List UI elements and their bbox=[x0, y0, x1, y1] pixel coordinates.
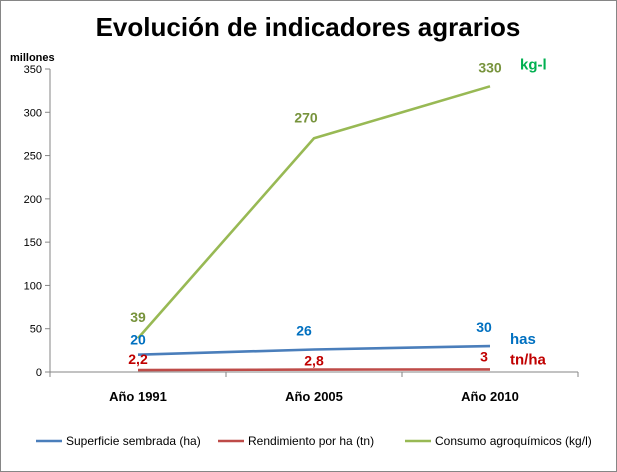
data-label: 2,2 bbox=[128, 351, 148, 367]
y-tick-label: 150 bbox=[24, 237, 42, 249]
series-end-tag: has bbox=[510, 331, 536, 348]
x-category-label: Año 2005 bbox=[285, 389, 343, 404]
y-unit-label: millones bbox=[10, 52, 55, 64]
x-category-label: Año 1991 bbox=[109, 389, 167, 404]
y-tick-label: 350 bbox=[24, 64, 42, 76]
data-label: 270 bbox=[294, 109, 318, 125]
y-tick-label: 200 bbox=[24, 194, 42, 206]
data-label: 30 bbox=[476, 319, 492, 335]
series-line bbox=[137, 344, 491, 356]
data-label: 330 bbox=[478, 59, 502, 75]
y-tick-label: 300 bbox=[24, 107, 42, 119]
x-category-label: Año 2010 bbox=[461, 389, 519, 404]
series-end-tag: kg-l bbox=[520, 56, 547, 73]
legend: Superficie sembrada (ha) Rendimiento por … bbox=[36, 434, 592, 448]
y-tick-label: 50 bbox=[30, 324, 42, 336]
series-layer bbox=[137, 85, 491, 372]
y-tick-label: 0 bbox=[36, 367, 42, 379]
y-tick-label: 100 bbox=[24, 280, 42, 292]
axes: 0 50 100 150 200 250 300 350 Año 1991 Año 2005 Año… bbox=[24, 64, 579, 404]
legend-entry: Consumo agroquímicos (kg/l) bbox=[435, 434, 592, 448]
data-label: 3 bbox=[480, 348, 488, 364]
series-end-tag: tn/ha bbox=[510, 351, 546, 368]
series-line bbox=[137, 368, 491, 372]
data-label: 39 bbox=[130, 309, 146, 325]
data-labels: 20 26 30 has 2,2 2,8 3 tn/ha 39 270 330 kg-l bbox=[128, 56, 546, 368]
legend-entry: Rendimiento por ha (tn) bbox=[248, 434, 374, 448]
data-label: 26 bbox=[296, 322, 312, 338]
legend-entry: Superficie sembrada (ha) bbox=[66, 434, 201, 448]
chart-title: Evolución de indicadores agrarios bbox=[96, 12, 521, 42]
data-label: 20 bbox=[130, 332, 146, 348]
data-label: 2,8 bbox=[304, 353, 324, 369]
series-line bbox=[137, 85, 491, 340]
y-tick-label: 250 bbox=[24, 151, 42, 163]
